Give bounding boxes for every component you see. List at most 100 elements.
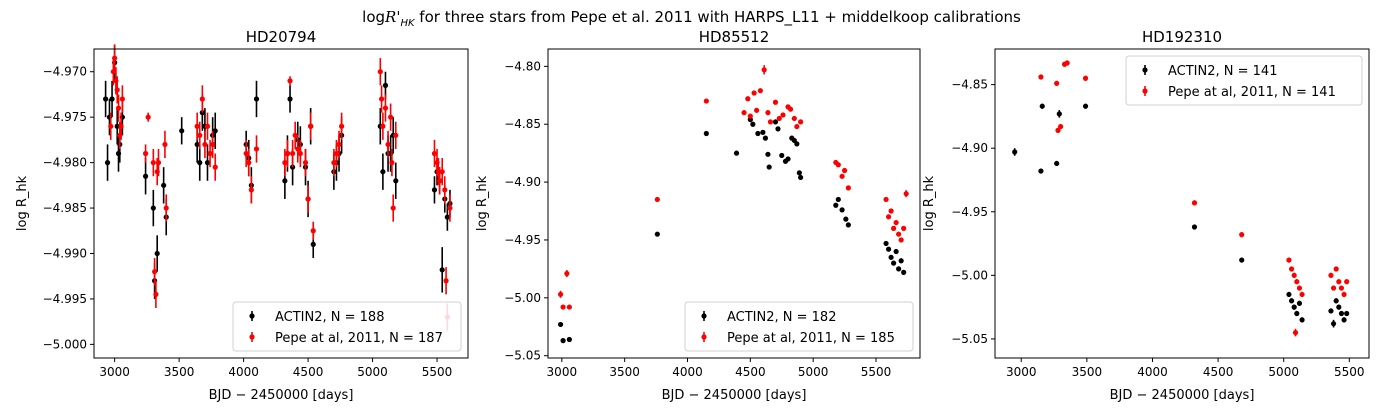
x-tick-label: 3000	[547, 365, 578, 379]
data-point	[284, 150, 291, 157]
data-point	[564, 270, 570, 277]
y-tick-label: −5.00	[504, 291, 541, 305]
suptitle-subscript: HK	[400, 18, 415, 29]
x-axis-label: BJD − 2450000 [days]	[1110, 388, 1255, 403]
data-point	[161, 182, 167, 188]
data-point	[155, 160, 162, 166]
x-tick-label: 5500	[1334, 365, 1365, 379]
data-point	[775, 126, 781, 132]
data-point	[197, 132, 203, 138]
series-pepe	[1038, 60, 1350, 337]
legend-label: ACTIN2, N = 188	[275, 310, 384, 325]
data-point	[1286, 291, 1292, 298]
data-point	[772, 99, 779, 105]
legend-marker	[701, 334, 707, 340]
data-point	[901, 225, 907, 231]
data-point	[389, 160, 395, 166]
data-point	[767, 119, 774, 125]
legend-label: Pepe at al, 2011, N = 141	[1168, 85, 1336, 100]
data-point	[654, 231, 660, 237]
data-point	[1341, 317, 1347, 323]
data-point	[1191, 200, 1198, 206]
data-point	[754, 107, 760, 113]
data-point	[761, 67, 767, 73]
y-tick-label: −4.995	[43, 292, 87, 306]
data-point	[703, 130, 709, 137]
legend: ACTIN2, N = 182 Pepe at al, 2011, N = 185	[684, 301, 914, 352]
panel-title: HD20794	[246, 28, 317, 46]
data-point	[310, 241, 316, 247]
data-point	[210, 141, 216, 148]
data-point	[896, 231, 902, 237]
legend-marker	[701, 313, 707, 319]
data-point	[339, 123, 345, 129]
legend-box	[232, 301, 462, 352]
x-tick-label: 3500	[1072, 365, 1103, 379]
data-point	[1054, 160, 1060, 167]
data-point	[1341, 291, 1347, 298]
data-point	[382, 105, 389, 111]
y-tick-label: −4.80	[504, 59, 541, 73]
x-tick-label: 5500	[861, 365, 892, 379]
data-point	[796, 170, 802, 176]
data-point	[179, 128, 185, 134]
y-tick-label: −5.05	[504, 349, 541, 363]
chart-panel-HD85512: HD85512 3000 3500 4000 4500 5000 5500 −5.05 −5.0…	[475, 28, 921, 403]
data-point	[760, 129, 766, 135]
data-point	[566, 336, 572, 343]
data-point	[390, 205, 396, 211]
data-point	[287, 78, 293, 84]
data-point	[199, 96, 205, 102]
y-axis-label: log R_hk	[922, 175, 937, 231]
data-point	[310, 228, 316, 234]
data-point	[703, 98, 709, 104]
data-point	[901, 269, 907, 275]
data-point	[750, 121, 756, 127]
legend-label: Pepe at al, 2011, N = 187	[275, 331, 443, 346]
data-point	[885, 214, 892, 220]
data-point	[762, 135, 769, 141]
data-point	[153, 291, 159, 297]
data-point	[115, 105, 122, 111]
series-pepe	[557, 65, 909, 310]
chart-panel-HD192310: HD192310 3000 3500 4000 4500 5000 5500 −5.05 −5.…	[922, 28, 1370, 403]
data-point	[150, 160, 156, 166]
data-point	[1038, 74, 1044, 80]
y-tick-label: −4.90	[504, 175, 541, 189]
data-point	[1056, 111, 1062, 117]
data-point	[845, 185, 851, 191]
data-point	[787, 106, 794, 112]
data-point	[1288, 298, 1295, 304]
data-point	[776, 115, 782, 122]
data-point	[447, 205, 453, 211]
data-point	[204, 160, 211, 166]
x-tick-label: 4000	[1137, 365, 1168, 379]
data-point	[385, 141, 391, 148]
data-point	[560, 304, 566, 310]
legend: ACTIN2, N = 141 Pepe at al, 2011, N = 141	[1125, 55, 1363, 106]
data-point	[785, 156, 791, 162]
data-point	[439, 267, 445, 273]
x-tick-label: 3000	[1006, 365, 1037, 379]
data-point	[207, 150, 213, 157]
x-tick-label: 3500	[609, 365, 640, 379]
data-point	[841, 167, 848, 174]
series-actin	[557, 116, 907, 344]
data-point	[1333, 298, 1339, 304]
legend-marker	[1142, 88, 1148, 94]
data-point	[114, 123, 120, 129]
panel-title: HD85512	[699, 28, 770, 46]
data-point	[282, 178, 288, 184]
data-point	[1328, 308, 1334, 314]
data-point	[194, 123, 200, 129]
data-point	[154, 250, 160, 257]
data-point	[1296, 285, 1303, 291]
data-point	[442, 187, 448, 193]
data-point	[297, 150, 303, 157]
data-point	[1294, 279, 1300, 285]
data-point	[557, 291, 564, 297]
data-point	[333, 150, 340, 157]
axes-frame	[93, 48, 469, 359]
data-point	[393, 178, 399, 184]
x-tick-label: 4000	[672, 365, 703, 379]
